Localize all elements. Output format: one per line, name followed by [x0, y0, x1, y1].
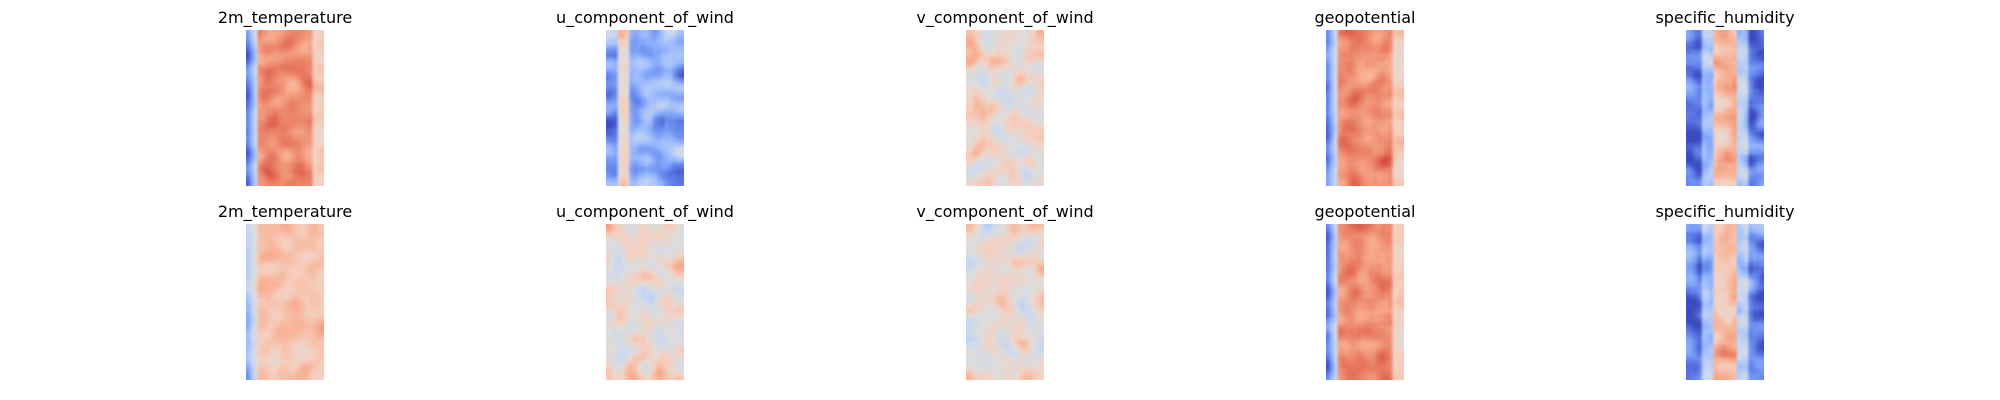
panel-title: geopotential [1314, 202, 1416, 221]
panel-title: 2m_temperature [217, 8, 353, 27]
heatmap-geopotential [1326, 224, 1404, 380]
heatmap-v-component-of-wind [966, 30, 1044, 186]
panel-title: v_component_of_wind [916, 202, 1094, 221]
heatmap-specific-humidity [1686, 224, 1764, 380]
heatmap-specific-humidity [1686, 30, 1764, 186]
panel-title: v_component_of_wind [916, 8, 1094, 27]
panel-title: u_component_of_wind [556, 202, 734, 221]
heatmap-2m-temperature [246, 30, 324, 186]
panel-title: specific_humidity [1655, 202, 1795, 221]
heatmap-u-component-of-wind [606, 224, 684, 380]
heatmap-geopotential [1326, 30, 1404, 186]
panel-title: specific_humidity [1655, 8, 1795, 27]
heatmap-v-component-of-wind [966, 224, 1044, 380]
heatmap-u-component-of-wind [606, 30, 684, 186]
heatmap-2m-temperature [246, 224, 324, 380]
panel-title: 2m_temperature [217, 202, 353, 221]
panel-title: u_component_of_wind [556, 8, 734, 27]
panel-title: geopotential [1314, 8, 1416, 27]
